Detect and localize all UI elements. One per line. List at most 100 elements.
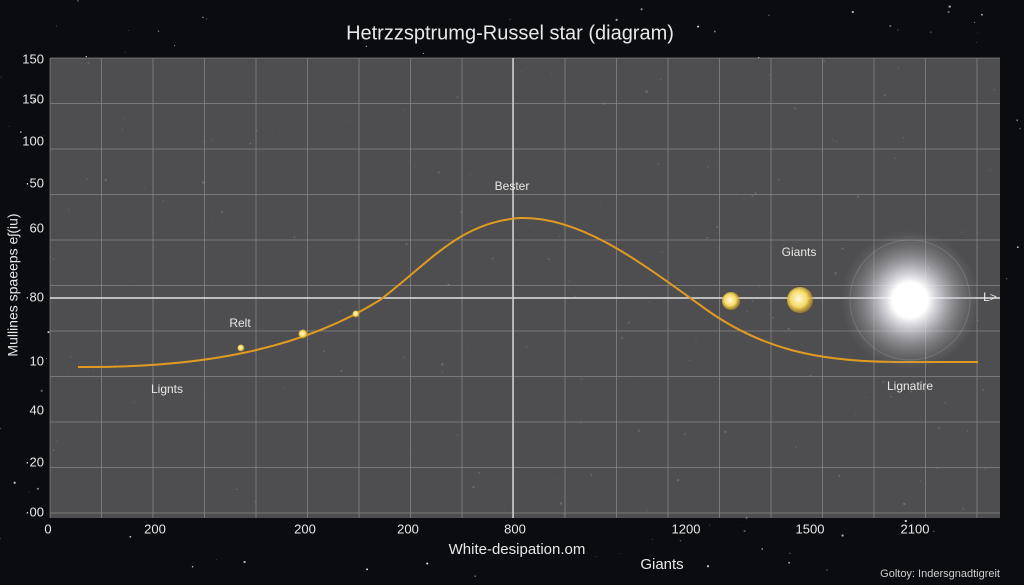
background-star — [128, 30, 129, 31]
background-star — [77, 0, 79, 2]
background-star — [826, 569, 828, 571]
x-tick-label: 0 — [44, 521, 51, 536]
y-tick-label: ·80 — [25, 289, 44, 304]
background-star — [206, 18, 208, 20]
background-star — [243, 560, 246, 564]
background-star — [28, 491, 30, 493]
annotation: L> — [983, 290, 997, 304]
background-star — [897, 29, 899, 31]
background-star — [509, 18, 511, 20]
background-star — [36, 487, 39, 490]
background-star — [948, 5, 951, 8]
background-star — [0, 76, 2, 78]
background-star — [1019, 127, 1021, 130]
background-star — [365, 45, 368, 47]
y-axis-label: Mullines spaeeps eʃ(iu) — [5, 213, 21, 356]
curve — [77, 216, 978, 369]
background-star — [129, 535, 132, 538]
background-star — [973, 22, 975, 24]
background-star — [851, 10, 854, 14]
background-star — [422, 52, 424, 54]
background-star — [761, 548, 764, 550]
background-star — [977, 32, 979, 34]
star — [237, 344, 245, 352]
annotation: Bester — [495, 179, 530, 193]
background-star — [474, 575, 476, 577]
background-star — [202, 16, 204, 19]
background-star — [410, 530, 414, 533]
bright-star — [840, 230, 980, 370]
background-star — [789, 552, 791, 555]
background-star — [46, 358, 47, 360]
background-star — [1006, 278, 1008, 280]
background-star — [713, 30, 716, 33]
y-tick-label: 60 — [30, 220, 44, 235]
grid — [49, 57, 1000, 518]
background-star — [651, 539, 653, 540]
background-star — [40, 389, 43, 392]
star — [298, 329, 308, 339]
x-axis-label: Giants — [640, 556, 683, 573]
background-star — [933, 530, 935, 533]
background-star — [1016, 246, 1019, 249]
y-tick-label: 150 — [22, 51, 44, 66]
background-star — [706, 565, 710, 568]
background-star — [20, 131, 22, 133]
annotation: Relt — [229, 316, 251, 330]
background-star — [43, 135, 45, 137]
y-tick-label: 100 — [22, 133, 44, 148]
chart-title: Hetrzzsptrumg-Russel star (diagram) — [346, 22, 674, 44]
background-star — [841, 534, 844, 537]
background-star — [930, 31, 932, 33]
background-star — [697, 25, 700, 28]
x-tick-label: 1200 — [672, 521, 701, 536]
labels: 150 150 100 ·50 60 ·80 10 40 ·20 ·000 200 200 200 800… — [22, 51, 997, 536]
background-star — [0, 538, 1, 540]
background-star — [904, 519, 907, 523]
background-star — [0, 427, 1, 430]
background-star — [124, 51, 126, 53]
background-star — [976, 42, 978, 43]
background-star — [174, 45, 176, 47]
background-star — [743, 530, 746, 533]
x-tick-label: 200 — [397, 521, 419, 536]
background-star — [14, 327, 16, 328]
star — [787, 287, 813, 313]
background-star — [366, 568, 369, 571]
star — [722, 292, 740, 310]
background-star — [595, 555, 597, 557]
x-tick-label: 800 — [504, 521, 526, 536]
annotation: Giants — [782, 245, 817, 259]
background-star — [980, 13, 983, 16]
x-tick-label: 2100 — [901, 521, 930, 536]
background-star — [215, 559, 217, 560]
background-star — [947, 10, 950, 14]
annotation: Lignatire — [887, 379, 933, 393]
x-axis-label: White-desipation.om — [449, 541, 586, 558]
background-star — [1016, 119, 1019, 122]
background-star — [191, 565, 194, 568]
y-tick-label: ·20 — [25, 454, 44, 469]
background-star — [615, 18, 618, 21]
background-star — [157, 30, 160, 32]
background-star — [55, 25, 57, 27]
halo — [849, 239, 971, 361]
y-tick-label: 10 — [30, 353, 44, 368]
background-star — [640, 8, 643, 11]
y-tick-label: 40 — [30, 402, 44, 417]
background-star — [47, 331, 50, 334]
background-star — [741, 525, 742, 526]
y-tick-label: ·50 — [25, 175, 44, 190]
y-tick-label: ·00 — [25, 504, 44, 519]
annotation: Lignts — [151, 382, 183, 396]
background-star — [85, 55, 87, 58]
background-star — [768, 14, 770, 16]
background-star — [33, 100, 35, 102]
background-star — [426, 562, 429, 565]
source: Goltoy: Indersgnadtigreit — [880, 568, 1000, 580]
x-tick-label: 200 — [144, 521, 166, 536]
background-star — [889, 25, 892, 27]
y-tick-label: 150 — [22, 91, 44, 106]
background-star — [13, 481, 16, 484]
